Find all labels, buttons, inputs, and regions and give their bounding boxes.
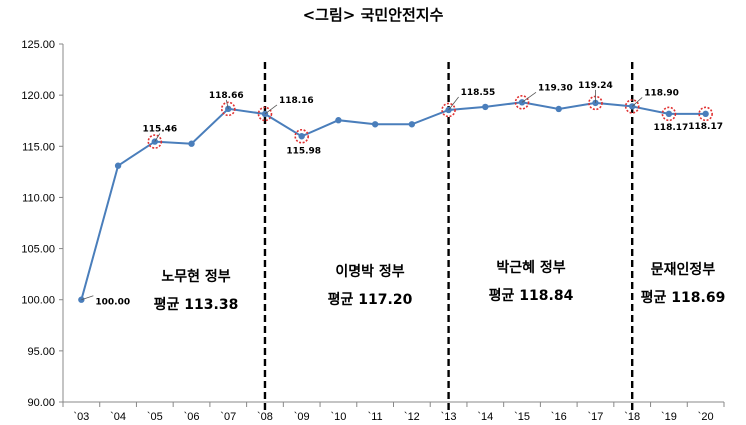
- data-point: [482, 103, 489, 111]
- x-tick-label: `06: [184, 411, 200, 423]
- x-tick-label: `12: [404, 411, 420, 423]
- data-label: 119.30: [538, 83, 573, 93]
- data-point: [408, 121, 416, 128]
- x-tick-label: `17: [588, 411, 604, 423]
- period-name: 이명박 정부: [335, 263, 404, 280]
- highlight-markers: [147, 95, 713, 149]
- data-point: [445, 106, 452, 114]
- data-point: [335, 117, 342, 124]
- period-average: 평균 118.69: [641, 289, 726, 306]
- highlight-circle: [624, 99, 640, 114]
- data-point: [114, 162, 122, 169]
- x-tick-label: `19: [661, 411, 677, 423]
- data-point: [665, 110, 673, 118]
- x-tick-label: `14: [477, 411, 493, 423]
- data-point: [261, 110, 269, 118]
- x-tick-label: `18: [624, 411, 640, 423]
- highlight-circle: [698, 106, 713, 122]
- highlight-circle: [257, 106, 273, 122]
- data-label: 118.66: [209, 91, 244, 101]
- period-dividers: [263, 62, 634, 412]
- data-label: 118.55: [461, 88, 496, 98]
- period-name: 노무현 정부: [161, 268, 230, 285]
- data-label: 119.24: [578, 81, 613, 91]
- x-tick-label: `20: [698, 411, 714, 423]
- period-average: 평균 113.38: [154, 296, 239, 313]
- highlight-circle: [661, 106, 677, 122]
- period-name: 박근혜 정부: [496, 259, 565, 276]
- data-point: [188, 140, 195, 147]
- highlight-circle: [147, 134, 163, 149]
- data-label-leader: [154, 133, 161, 142]
- data-point: [298, 133, 305, 140]
- y-tick-label: 90.00: [27, 397, 55, 409]
- period-average: 평균 117.20: [328, 291, 413, 308]
- data-point: [371, 121, 379, 128]
- x-tick-label: `13: [441, 411, 457, 423]
- data-label: 118.16: [279, 96, 314, 106]
- y-tick-label: 100.00: [21, 295, 55, 307]
- y-tick-label: 105.00: [21, 244, 55, 256]
- chart-title: <그림> 국민안전지수: [302, 6, 444, 24]
- x-tick-label: `07: [220, 411, 236, 423]
- data-labels: 100.00 115.46 118.66 118.16 115.98 118.55 119.…: [81, 81, 723, 308]
- data-label: 115.98: [286, 146, 321, 156]
- x-tick-label: `10: [330, 411, 346, 423]
- y-tick-label: 120.00: [21, 90, 55, 102]
- y-tick-label: 95.00: [27, 346, 55, 358]
- x-tick-label: `05: [147, 411, 163, 423]
- x-tick-label: `04: [110, 411, 126, 423]
- y-axis: 90.00 95.00 100.00 105.00 110.00 115.00 120.00…: [21, 39, 64, 409]
- highlight-circle: [441, 102, 456, 118]
- data-label: 118.17: [654, 123, 689, 133]
- highlight-circle: [514, 95, 530, 110]
- data-point: [702, 110, 709, 118]
- x-axis: `03 `04 `05 `06 `07 `08 `09 `10 `11 `12 `13 `14 `15 `…: [62, 401, 725, 423]
- data-label-leader: [448, 96, 459, 111]
- data-label: 115.46: [142, 125, 177, 135]
- x-tick-label: `11: [368, 411, 383, 423]
- data-label-leader: [81, 295, 94, 301]
- x-tick-label: `16: [551, 411, 567, 423]
- data-label-leader: [631, 97, 643, 107]
- period-average: 평균 118.84: [489, 287, 574, 304]
- x-tick-label: `09: [294, 411, 310, 423]
- x-tick-label: `08: [257, 411, 273, 423]
- x-tick-label: `03: [73, 411, 89, 423]
- data-label-leader: [521, 91, 537, 103]
- y-tick-label: 110.00: [22, 192, 55, 204]
- y-tick-label: 115.00: [22, 141, 55, 153]
- data-label: 118.17: [688, 122, 723, 132]
- data-point: [592, 99, 599, 107]
- data-label: 100.00: [95, 298, 130, 308]
- data-point: [555, 105, 562, 113]
- period-name: 문재인정부: [651, 261, 716, 278]
- highlight-circle: [294, 128, 309, 144]
- data-point: [225, 105, 232, 113]
- data-label-leader: [264, 104, 278, 115]
- y-tick-label: 125.00: [21, 39, 55, 51]
- data-label: 118.90: [644, 88, 679, 98]
- highlight-circle: [220, 101, 236, 117]
- data-label-leader: [225, 99, 229, 109]
- x-tick-label: `15: [514, 411, 530, 423]
